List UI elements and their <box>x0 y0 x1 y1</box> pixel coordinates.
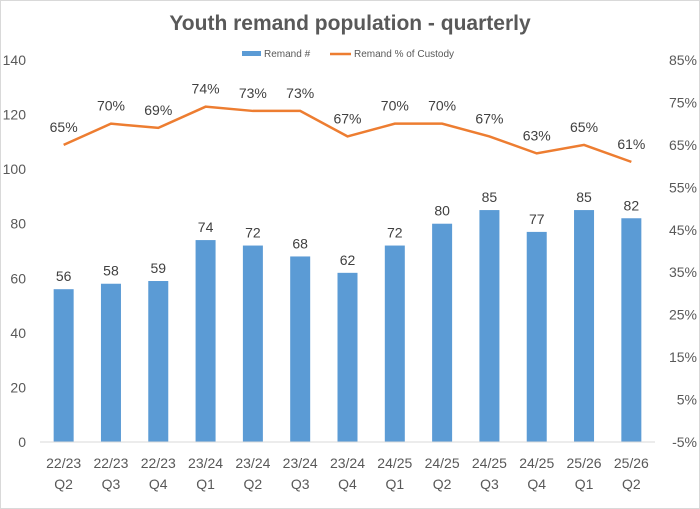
bar-data-label: 77 <box>529 211 545 227</box>
chart-title: Youth remand population - quarterly <box>169 12 531 35</box>
x-axis-tick-year: 22/23 <box>93 455 128 471</box>
right-axis-tick: 25% <box>669 307 697 323</box>
x-axis-tick-year: 24/25 <box>377 455 412 471</box>
line-data-label: 70% <box>428 98 456 114</box>
bar-data-label: 74 <box>198 219 214 235</box>
line-data-label: 73% <box>239 85 267 101</box>
right-axis-tick: 5% <box>677 392 697 408</box>
x-axis-tick-quarter: Q2 <box>433 476 452 492</box>
left-axis-tick: 0 <box>18 434 26 450</box>
x-axis-tick-quarter: Q4 <box>338 476 357 492</box>
x-axis-tick-quarter: Q2 <box>54 476 73 492</box>
right-axis-tick: 35% <box>669 264 697 280</box>
x-axis-tick-year: 23/24 <box>235 455 270 471</box>
x-axis-tick-year: 22/23 <box>46 455 81 471</box>
x-axis-tick-quarter: Q2 <box>622 476 641 492</box>
bar-data-label: 85 <box>482 189 498 205</box>
bar <box>53 289 74 442</box>
left-axis-tick: 80 <box>10 216 26 232</box>
line-data-label: 73% <box>286 85 314 101</box>
legend: Remand # Remand % of Custody <box>242 49 454 60</box>
line-data-label: 65% <box>50 119 78 135</box>
left-axis-tick: 60 <box>10 270 26 286</box>
bar-data-label: 82 <box>624 197 640 213</box>
x-axis-tick-year: 23/24 <box>330 455 365 471</box>
bar-data-label: 58 <box>103 263 119 279</box>
line-data-label: 65% <box>570 119 598 135</box>
bar <box>195 240 216 442</box>
left-axis-tick: 140 <box>3 52 27 68</box>
right-axis-tick: -5% <box>672 434 697 450</box>
x-axis-tick-year: 25/26 <box>614 455 649 471</box>
right-axis-tick: 75% <box>669 94 697 110</box>
bar-data-label: 59 <box>150 260 166 276</box>
bar <box>337 272 358 442</box>
bar-data-label: 72 <box>245 225 261 241</box>
x-axis-tick-year: 24/25 <box>472 455 507 471</box>
line-data-label: 70% <box>381 98 409 114</box>
bar <box>574 210 595 442</box>
line-data-label: 67% <box>333 110 361 126</box>
legend-swatch-bar <box>242 51 261 56</box>
left-axis-tick: 20 <box>10 379 26 395</box>
bar <box>526 231 547 442</box>
bar <box>100 283 121 442</box>
x-axis-tick-year: 23/24 <box>283 455 318 471</box>
x-axis-tick-year: 24/25 <box>425 455 460 471</box>
x-axis-tick-quarter: Q1 <box>385 476 404 492</box>
bar-data-label: 62 <box>340 252 356 268</box>
x-axis-tick-quarter: Q3 <box>291 476 310 492</box>
line-data-label: 67% <box>475 110 503 126</box>
x-axis-tick-quarter: Q4 <box>527 476 546 492</box>
bar <box>621 218 642 442</box>
legend-label-bar: Remand # <box>264 49 311 60</box>
legend-label-line: Remand % of Custody <box>354 49 454 60</box>
right-axis-tick: 45% <box>669 222 697 238</box>
left-axis-tick: 100 <box>3 161 27 177</box>
x-axis-tick-year: 22/23 <box>141 455 176 471</box>
bar <box>148 281 169 442</box>
bar <box>432 223 453 442</box>
line-data-label: 69% <box>144 102 172 118</box>
left-axis-tick: 120 <box>3 107 27 123</box>
x-axis-tick-quarter: Q4 <box>149 476 168 492</box>
bar <box>479 210 500 442</box>
bar-data-label: 68 <box>292 235 308 251</box>
line-data-label: 70% <box>97 98 125 114</box>
line-data-label: 74% <box>192 81 220 97</box>
right-axis-tick: 15% <box>669 349 697 365</box>
x-axis-tick-quarter: Q1 <box>196 476 215 492</box>
bar-data-label: 72 <box>387 225 403 241</box>
x-axis-tick-quarter: Q3 <box>102 476 121 492</box>
right-axis-tick: 55% <box>669 179 697 195</box>
x-axis-tick-quarter: Q2 <box>244 476 263 492</box>
right-axis-tick: 85% <box>669 52 697 68</box>
x-axis-tick-year: 25/26 <box>567 455 602 471</box>
x-axis-tick-year: 24/25 <box>519 455 554 471</box>
x-axis-tick-quarter: Q1 <box>575 476 594 492</box>
x-axis-tick-year: 23/24 <box>188 455 223 471</box>
bar-data-label: 56 <box>56 268 72 284</box>
bar <box>290 256 311 442</box>
line-data-label: 63% <box>523 127 551 143</box>
bar-data-label: 85 <box>576 189 592 205</box>
x-axis-tick-quarter: Q3 <box>480 476 499 492</box>
bar <box>384 245 405 442</box>
right-axis-tick: 65% <box>669 137 697 153</box>
bar <box>242 245 263 442</box>
bar-data-label: 80 <box>434 203 450 219</box>
left-axis-tick: 40 <box>10 325 26 341</box>
line-data-label: 61% <box>617 136 645 152</box>
